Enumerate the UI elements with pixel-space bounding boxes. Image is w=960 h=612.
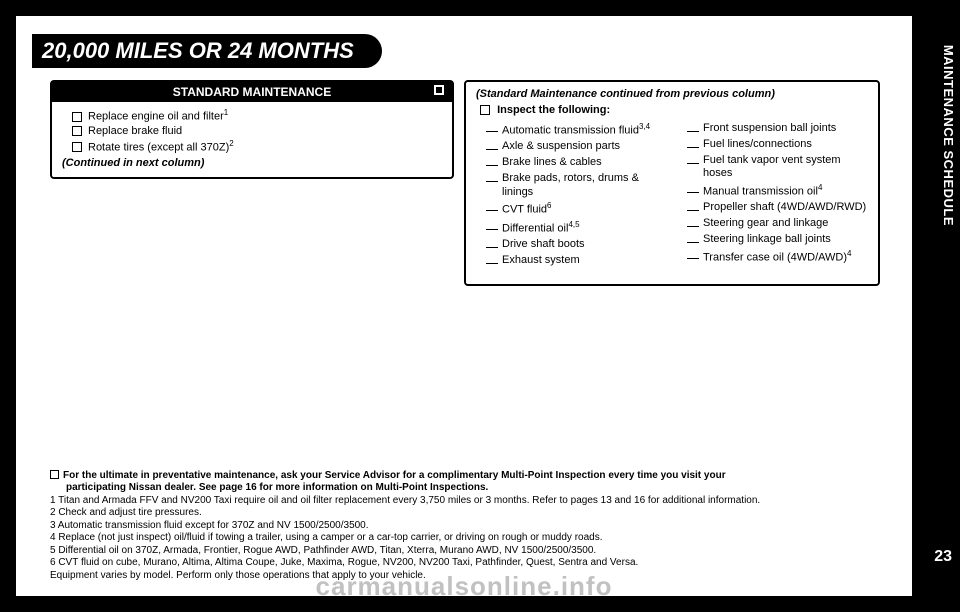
inspect-item: Automatic transmission fluid3,4 — [486, 122, 667, 138]
item-text: Transfer case oil (4WD/AWD)4 — [703, 249, 868, 265]
footnote-line: 6 CVT fluid on cube, Murano, Altima, Alt… — [50, 557, 882, 570]
inspect-item: CVT fluid6 — [486, 201, 667, 217]
footnote-line: 2 Check and adjust tire pressures. — [50, 507, 882, 520]
inspect-item: Exhaust system — [486, 254, 667, 268]
dash-icon — [687, 186, 699, 193]
inspect-item: Propeller shaft (4WD/AWD/RWD) — [687, 201, 868, 215]
dash-icon — [687, 141, 699, 148]
checkbox-icon — [434, 85, 444, 95]
inspect-item: Fuel tank vapor vent system hoses — [687, 154, 868, 182]
item-text: Replace engine oil and filter — [88, 111, 224, 123]
maintenance-item: Replace brake fluid — [72, 125, 442, 137]
inspect-item: Brake lines & cables — [486, 156, 667, 170]
dash-icon — [486, 257, 498, 264]
item-text: Rotate tires (except all 370Z) — [88, 141, 229, 153]
inspect-item: Axle & suspension parts — [486, 140, 667, 154]
footnote-line: 4 Replace (not just inspect) oil/fluid i… — [50, 532, 882, 545]
inspect-item: Fuel lines/connections — [687, 138, 868, 152]
item-text: Propeller shaft (4WD/AWD/RWD) — [703, 201, 868, 215]
checkbox-icon — [72, 126, 82, 136]
item-text: Steering gear and linkage — [703, 217, 868, 231]
page-title: 20,000 MILES OR 24 MONTHS — [32, 34, 382, 68]
item-text: Brake pads, rotors, drums & linings — [502, 172, 667, 200]
dash-icon — [486, 241, 498, 248]
item-text: Fuel tank vapor vent system hoses — [703, 154, 868, 182]
item-text: Manual transmission oil4 — [703, 183, 868, 199]
standard-maintenance-header: STANDARD MAINTENANCE — [52, 82, 452, 102]
dash-icon — [687, 236, 699, 243]
inspect-item: Front suspension ball joints — [687, 122, 868, 136]
dash-icon — [486, 143, 498, 150]
item-text: Automatic transmission fluid3,4 — [502, 122, 667, 138]
dash-icon — [687, 125, 699, 132]
inspect-item: Brake pads, rotors, drums & linings — [486, 172, 667, 200]
maintenance-item: Rotate tires (except all 370Z)2 — [72, 139, 442, 154]
checkbox-icon — [72, 142, 82, 152]
footnote-ref: 2 — [229, 139, 233, 148]
page-number: 23 — [934, 548, 952, 566]
inspect-item: Differential oil4,5 — [486, 220, 667, 236]
item-text: Fuel lines/connections — [703, 138, 868, 152]
item-text: Replace brake fluid — [88, 125, 182, 137]
inspect-item: Steering linkage ball joints — [687, 233, 868, 247]
footnote-line: 3 Automatic transmission fluid except fo… — [50, 520, 882, 533]
checkbox-icon — [72, 112, 82, 122]
inspect-item: Transfer case oil (4WD/AWD)4 — [687, 249, 868, 265]
footnote-line: 1 Titan and Armada FFV and NV200 Taxi re… — [50, 495, 882, 508]
inspect-item: Drive shaft boots — [486, 238, 667, 252]
header-label: STANDARD MAINTENANCE — [173, 85, 331, 99]
dash-icon — [687, 157, 699, 164]
inspect-heading: Inspect the following: — [480, 104, 868, 116]
footnote-line: 5 Differential oil on 370Z, Armada, Fron… — [50, 545, 882, 558]
page: 20,000 MILES OR 24 MONTHS STANDARD MAINT… — [16, 16, 912, 596]
checkbox-icon — [50, 470, 59, 479]
footnote-lead: For the ultimate in preventative mainten… — [50, 470, 882, 483]
item-text: Brake lines & cables — [502, 156, 667, 170]
item-text: Drive shaft boots — [502, 238, 667, 252]
dash-icon — [486, 204, 498, 211]
dash-icon — [486, 125, 498, 132]
inspect-box: (Standard Maintenance continued from pre… — [464, 80, 880, 286]
inspect-columns: Automatic transmission fluid3,4 Axle & su… — [476, 120, 868, 270]
inspect-item: Manual transmission oil4 — [687, 183, 868, 199]
footnote-ref: 4 — [847, 249, 851, 258]
section-tab: MAINTENANCE SCHEDULE — [941, 45, 956, 226]
footnote-line: Equipment varies by model. Perform only … — [50, 570, 882, 583]
item-text: Front suspension ball joints — [703, 122, 868, 136]
inspect-col-1: Automatic transmission fluid3,4 Axle & su… — [476, 120, 667, 270]
item-text: Axle & suspension parts — [502, 140, 667, 154]
dash-icon — [486, 223, 498, 230]
lead-line-1: For the ultimate in preventative mainten… — [63, 470, 726, 481]
inspect-item: Steering gear and linkage — [687, 217, 868, 231]
item-text: Steering linkage ball joints — [703, 233, 868, 247]
dash-icon — [687, 252, 699, 259]
lead-line-2: participating Nissan dealer. See page 16… — [66, 482, 882, 495]
continued-note: (Continued in next column) — [62, 157, 442, 169]
dash-icon — [687, 204, 699, 211]
footnote-ref: 1 — [224, 108, 228, 117]
continued-from-note: (Standard Maintenance continued from pre… — [476, 88, 868, 100]
inspect-col-2: Front suspension ball joints Fuel lines/c… — [677, 120, 868, 270]
dash-icon — [687, 220, 699, 227]
standard-maintenance-body: Replace engine oil and filter1 Replace br… — [52, 102, 452, 177]
footnote-ref: 4,5 — [568, 220, 579, 229]
item-text: CVT fluid6 — [502, 201, 667, 217]
dash-icon — [486, 175, 498, 182]
checkbox-icon — [480, 105, 490, 115]
maintenance-item: Replace engine oil and filter1 — [72, 108, 442, 123]
footnote-ref: 6 — [547, 201, 551, 210]
title-bar: 20,000 MILES OR 24 MONTHS — [32, 34, 382, 68]
standard-maintenance-box: STANDARD MAINTENANCE Replace engine oil … — [50, 80, 454, 179]
footnotes: For the ultimate in preventative mainten… — [50, 470, 882, 583]
inspect-label: Inspect the following: — [497, 104, 610, 116]
dash-icon — [486, 159, 498, 166]
footnote-ref: 3,4 — [639, 122, 650, 131]
item-text: Exhaust system — [502, 254, 667, 268]
footnote-ref: 4 — [818, 183, 822, 192]
item-text: Differential oil4,5 — [502, 220, 667, 236]
